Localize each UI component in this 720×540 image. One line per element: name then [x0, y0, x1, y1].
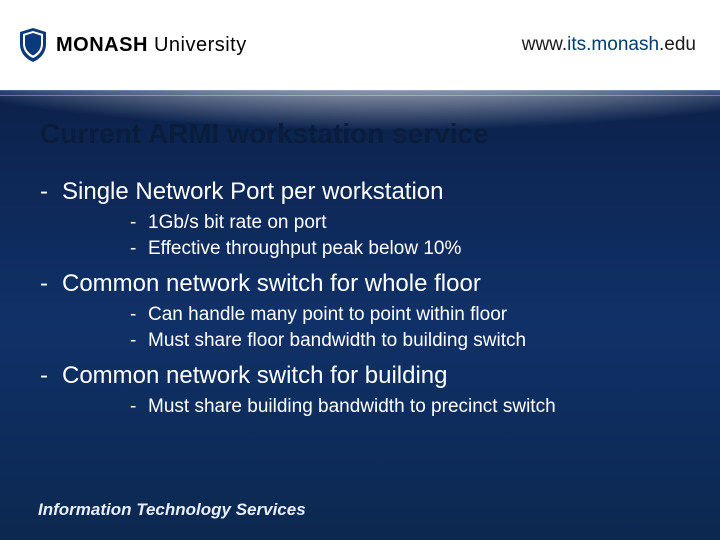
header-url: www.its.monash.edu [522, 34, 696, 56]
bullet-lvl2: -Must share floor bandwidth to building … [130, 330, 690, 352]
dash-icon: - [130, 212, 148, 234]
bullet-text: Single Network Port per workstation [62, 178, 444, 206]
sub-list: -Must share building bandwidth to precin… [130, 396, 690, 418]
bullet-text: 1Gb/s bit rate on port [148, 212, 327, 234]
url-prefix: www. [522, 34, 567, 55]
dash-icon: - [40, 362, 62, 390]
logo-text: MONASH University [56, 34, 247, 57]
bullet-text: Can handle many point to point within fl… [148, 304, 507, 326]
dash-icon: - [130, 330, 148, 352]
bullet-text: Common network switch for whole floor [62, 270, 481, 298]
dash-icon: - [130, 238, 148, 260]
logo: MONASH University [18, 27, 247, 63]
bullet-lvl2: -Effective throughput peak below 10% [130, 238, 690, 260]
bullet-text: Common network switch for building [62, 362, 448, 390]
sub-list: -Can handle many point to point within f… [130, 304, 690, 352]
url-suffix: .edu [659, 34, 696, 55]
url-nav: its.monash [567, 34, 659, 55]
dash-icon: - [40, 270, 62, 298]
logo-name-light: University [148, 34, 247, 56]
footer-text: Information Technology Services [38, 500, 306, 520]
bullet-lvl1: - Common network switch for whole floor [40, 270, 690, 298]
sub-list: -1Gb/s bit rate on port -Effective throu… [130, 212, 690, 260]
bullet-text: Must share building bandwidth to precinc… [148, 396, 556, 418]
bullet-lvl1: - Single Network Port per workstation [40, 178, 690, 206]
header-band [0, 90, 720, 96]
bullet-lvl1: - Common network switch for building [40, 362, 690, 390]
bullet-lvl2: -1Gb/s bit rate on port [130, 212, 690, 234]
logo-name-bold: MONASH [56, 34, 148, 56]
bullet-text: Must share floor bandwidth to building s… [148, 330, 526, 352]
slide-title: Current ARMI workstation service [40, 118, 489, 150]
bullet-lvl2: -Must share building bandwidth to precin… [130, 396, 690, 418]
header: MONASH University www.its.monash.edu [0, 0, 720, 90]
bullet-list: - Single Network Port per workstation -1… [40, 168, 690, 418]
dash-icon: - [130, 396, 148, 418]
dash-icon: - [40, 178, 62, 206]
slide: MONASH University www.its.monash.edu Cur… [0, 0, 720, 540]
shield-icon [18, 27, 48, 63]
bullet-lvl2: -Can handle many point to point within f… [130, 304, 690, 326]
bullet-text: Effective throughput peak below 10% [148, 238, 461, 260]
dash-icon: - [130, 304, 148, 326]
